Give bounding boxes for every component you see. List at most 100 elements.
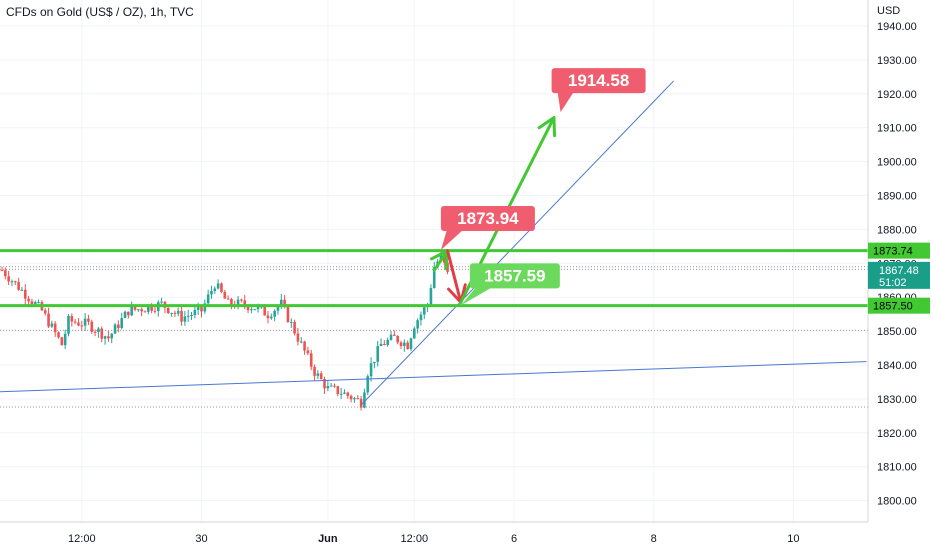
candle-body[interactable] xyxy=(176,310,180,314)
candle-body[interactable] xyxy=(196,306,200,310)
candle-body[interactable] xyxy=(127,311,130,316)
candle-body[interactable] xyxy=(429,287,433,305)
candle-body[interactable] xyxy=(67,315,70,334)
trendline[interactable] xyxy=(360,80,675,406)
candle-body[interactable] xyxy=(379,343,383,347)
candle-body[interactable] xyxy=(333,385,336,387)
candle-body[interactable] xyxy=(170,312,173,314)
candle-body[interactable] xyxy=(203,303,207,312)
candle-body[interactable] xyxy=(256,306,260,310)
candle-body[interactable] xyxy=(273,310,276,317)
candle-body[interactable] xyxy=(180,310,183,322)
candle-body[interactable] xyxy=(323,379,326,389)
candle-body[interactable] xyxy=(4,270,7,277)
horizontal-levels[interactable] xyxy=(0,249,868,308)
candle-body[interactable] xyxy=(17,281,20,290)
candle-body[interactable] xyxy=(389,334,393,340)
candle-body[interactable] xyxy=(140,309,143,312)
candle-body[interactable] xyxy=(393,334,396,336)
candle-body[interactable] xyxy=(90,321,94,332)
candle-body[interactable] xyxy=(216,283,220,289)
candle-body[interactable] xyxy=(33,302,37,304)
candle-body[interactable] xyxy=(419,314,423,321)
candle-body[interactable] xyxy=(316,373,320,376)
candle-body[interactable] xyxy=(0,270,4,272)
candle-body[interactable] xyxy=(107,336,110,339)
candle-body[interactable] xyxy=(73,321,77,323)
candle-body[interactable] xyxy=(306,350,310,354)
candle-body[interactable] xyxy=(193,309,197,316)
candle-body[interactable] xyxy=(87,318,90,322)
candle-body[interactable] xyxy=(123,311,127,319)
candle-body[interactable] xyxy=(386,339,389,346)
candle-body[interactable] xyxy=(309,353,313,367)
candle-body[interactable] xyxy=(10,281,14,283)
candles[interactable] xyxy=(0,249,449,411)
candle-body[interactable] xyxy=(246,305,250,311)
candle-body[interactable] xyxy=(353,398,356,400)
candle-body[interactable] xyxy=(103,336,107,339)
candle-body[interactable] xyxy=(363,392,366,408)
candle-body[interactable] xyxy=(313,366,316,376)
candle-body[interactable] xyxy=(147,306,150,312)
candle-body[interactable] xyxy=(120,318,123,329)
candle-body[interactable] xyxy=(343,392,346,394)
candle-body[interactable] xyxy=(166,307,170,314)
candle-body[interactable] xyxy=(366,376,370,393)
candle-body[interactable] xyxy=(110,333,114,339)
candle-body[interactable] xyxy=(376,346,380,362)
candle-body[interactable] xyxy=(190,315,193,317)
arrow-line[interactable] xyxy=(446,249,463,304)
candle-body[interactable] xyxy=(296,333,300,342)
time-axis[interactable]: 12:00 30 Jun 12:00 6 8 10 xyxy=(0,521,868,545)
candle-body[interactable] xyxy=(137,309,140,311)
candle-body[interactable] xyxy=(319,373,323,380)
candle-body[interactable] xyxy=(422,307,426,315)
candle-body[interactable] xyxy=(47,313,50,327)
candle-body[interactable] xyxy=(80,325,84,327)
candle-body[interactable] xyxy=(7,276,10,282)
candle-body[interactable] xyxy=(53,323,57,333)
candle-body[interactable] xyxy=(14,281,17,283)
candle-body[interactable] xyxy=(63,333,67,346)
candle-body[interactable] xyxy=(226,298,230,300)
candle-body[interactable] xyxy=(160,301,163,303)
candle-body[interactable] xyxy=(83,318,87,326)
candle-body[interactable] xyxy=(299,341,303,343)
candle-body[interactable] xyxy=(356,398,360,400)
candle-body[interactable] xyxy=(303,341,306,351)
candle-body[interactable] xyxy=(280,299,283,307)
candle-body[interactable] xyxy=(50,323,54,327)
candle-body[interactable] xyxy=(406,342,409,350)
candle-body[interactable] xyxy=(349,395,353,400)
candle-body[interactable] xyxy=(240,299,243,301)
candle-body[interactable] xyxy=(283,299,286,306)
candle-body[interactable] xyxy=(183,316,187,322)
candle-body[interactable] xyxy=(329,385,333,387)
candle-body[interactable] xyxy=(369,363,373,377)
price-axis[interactable]: 1940.00 1930.00 1920.00 1910.00 1900.00 1890.… xyxy=(867,0,930,522)
candle-body[interactable] xyxy=(27,298,30,302)
candle-body[interactable] xyxy=(93,331,97,333)
candle-body[interactable] xyxy=(220,283,223,292)
candle-body[interactable] xyxy=(30,301,34,304)
candle-body[interactable] xyxy=(60,337,64,346)
candle-body[interactable] xyxy=(57,332,60,338)
candle-body[interactable] xyxy=(230,298,233,306)
candle-body[interactable] xyxy=(133,306,137,310)
candle-body[interactable] xyxy=(236,299,240,307)
candle-body[interactable] xyxy=(373,361,376,364)
candle-body[interactable] xyxy=(399,342,403,347)
candle-body[interactable] xyxy=(243,300,247,306)
candle-body[interactable] xyxy=(223,291,227,299)
candle-body[interactable] xyxy=(276,306,280,311)
candle-body[interactable] xyxy=(43,310,47,314)
candle-body[interactable] xyxy=(186,315,190,317)
candle-body[interactable] xyxy=(100,328,104,339)
candle-body[interactable] xyxy=(403,342,406,347)
candle-body[interactable] xyxy=(37,302,40,304)
candle-body[interactable] xyxy=(396,335,399,343)
candle-body[interactable] xyxy=(416,320,419,329)
candle-body[interactable] xyxy=(253,309,256,311)
